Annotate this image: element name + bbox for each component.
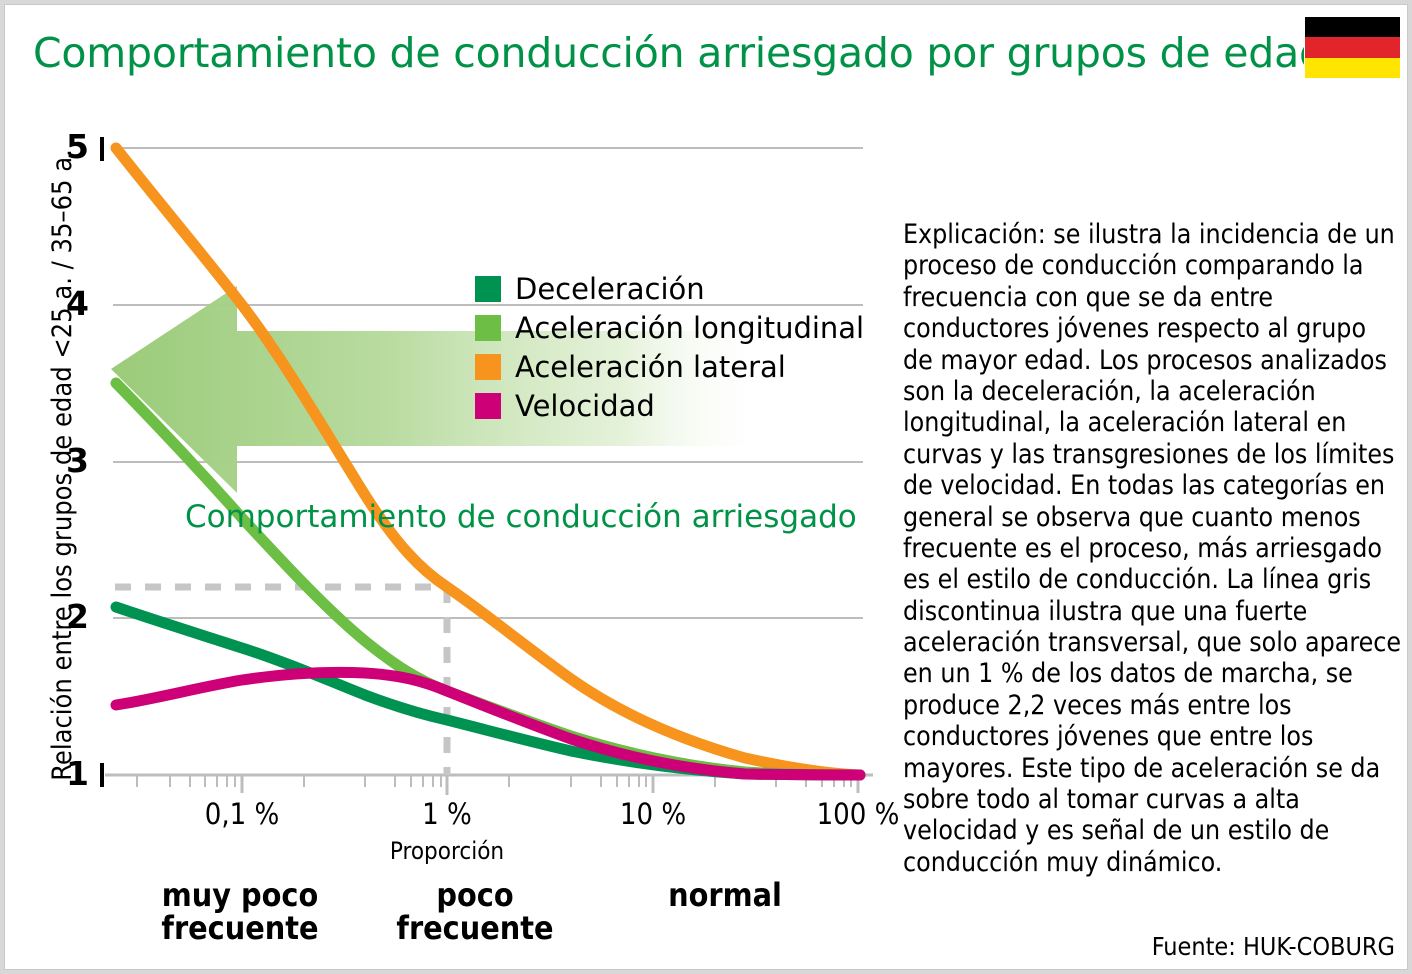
page-title: Comportamiento de conducción arriesgado … (33, 29, 1325, 77)
legend-swatch-deceleracion (475, 275, 501, 302)
legend-swatch-aceleracion-lateral (475, 353, 501, 380)
series-line-aceleracion-lateral (110, 142, 866, 781)
risk-arrow-label: Comportamiento de conducción arriesgado (185, 499, 857, 535)
flag-band-red (1305, 37, 1400, 58)
y-tick-3: 3 (66, 441, 89, 480)
y-tick-5: 5 (66, 127, 89, 166)
x-tick-10: 10 % (619, 797, 687, 831)
band-label-muy-poco-frecuente: muy poco frecuente (161, 876, 319, 947)
german-flag-icon (1304, 16, 1401, 79)
risk-arrow-annotation (111, 286, 767, 493)
x-tick-100: 100 % (816, 797, 900, 831)
series-line-velocidad (110, 666, 866, 781)
legend-item-aceleracion-longitudinal[interactable]: Aceleración longitudinal (475, 308, 895, 347)
reference-dashed-line (115, 583, 451, 775)
chart-area: Relación entre los grupos de edad <25 a.… (5, 101, 899, 971)
chart-plot (100, 137, 873, 795)
legend-item-deceleracion[interactable]: Deceleración (475, 269, 895, 308)
infographic-page: Comportamiento de conducción arriesgado … (4, 4, 1408, 970)
y-tick-1: 1 (66, 754, 89, 793)
source-label: Fuente: HUK-COBURG (1151, 932, 1395, 961)
legend-label-deceleracion: Deceleración (515, 271, 705, 306)
legend-swatch-aceleracion-longitudinal (475, 314, 501, 341)
x-axis-ticks (136, 775, 860, 795)
legend-swatch-velocidad (475, 392, 501, 419)
band-label-normal: normal (668, 876, 782, 914)
legend-label-velocidad: Velocidad (515, 388, 655, 423)
y-tick-2: 2 (66, 597, 89, 636)
legend-item-aceleracion-lateral[interactable]: Aceleración lateral (475, 347, 895, 386)
risk-arrow-banner: Comportamiento de conducción arriesgado (115, 453, 857, 603)
x-tick-1: 1 % (422, 797, 472, 831)
flag-band-gold (1305, 57, 1400, 78)
x-axis-title: Proporción (389, 837, 505, 865)
band-label-poco-frecuente: poco frecuente (396, 876, 554, 947)
legend-label-aceleracion-longitudinal: Aceleración longitudinal (515, 310, 865, 345)
legend-item-velocidad[interactable]: Velocidad (475, 386, 895, 425)
explanation-text: Explicación: se ilustra la incidencia de… (903, 219, 1402, 878)
chart-legend: Deceleración Aceleración longitudinal Ac… (475, 269, 895, 425)
title-bar: Comportamiento de conducción arriesgado … (5, 5, 1409, 101)
flag-band-black (1305, 17, 1400, 38)
legend-label-aceleracion-lateral: Aceleración lateral (515, 349, 786, 384)
series-line-deceleracion (110, 601, 866, 781)
x-tick-0p1: 0,1 % (204, 797, 280, 831)
y-tick-4: 4 (66, 284, 89, 323)
